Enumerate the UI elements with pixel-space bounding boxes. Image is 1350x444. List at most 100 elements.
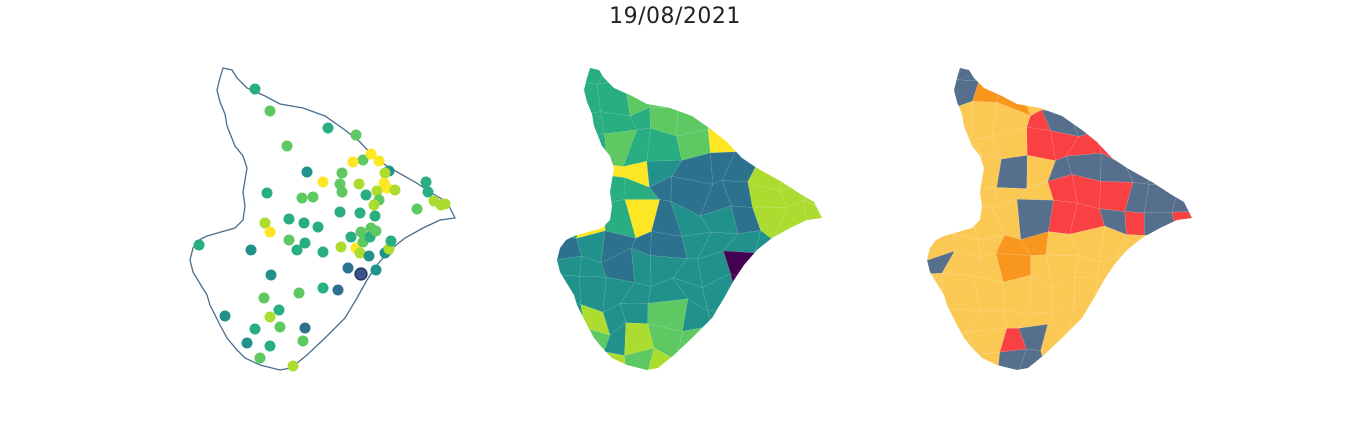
station-point: [365, 148, 377, 160]
station-point: [249, 323, 261, 335]
municipality-area: [773, 77, 811, 115]
station-point: [245, 244, 257, 256]
municipality-area: [1124, 211, 1145, 236]
station-point: [259, 217, 271, 229]
municipality-area: [1176, 68, 1192, 89]
station-point: [293, 287, 305, 299]
municipality-area: [927, 272, 943, 312]
choropleth-map-svg: [557, 68, 822, 370]
municipality-area: [1095, 116, 1129, 140]
state-outline: [189, 67, 456, 371]
municipality-area: [1175, 104, 1192, 141]
station-point: [299, 322, 311, 334]
municipality-area: [975, 351, 1001, 370]
municipality-area: [808, 77, 822, 117]
station-point: [420, 176, 432, 188]
municipality-area: [1171, 211, 1192, 234]
class-map: [922, 60, 1202, 380]
municipality-area: [1143, 348, 1174, 370]
municipality-area: [805, 300, 822, 332]
municipality-area: [801, 68, 822, 80]
municipality-area: [927, 327, 955, 361]
municipality-area: [749, 85, 779, 113]
municipality-area: [1019, 68, 1052, 88]
station-point: [332, 284, 344, 296]
municipality-area: [727, 82, 751, 113]
municipality-area: [805, 253, 822, 291]
municipality-area: [775, 300, 810, 336]
municipality-area: [1117, 255, 1159, 290]
station-point: [241, 337, 253, 349]
municipality-area: [1149, 303, 1184, 336]
station-point: [370, 225, 382, 237]
station-point: [193, 239, 205, 251]
station-point: [298, 217, 310, 229]
municipality-area: [1098, 81, 1131, 119]
municipality-area: [575, 133, 608, 165]
municipality-area: [748, 252, 790, 281]
station-point: [371, 185, 383, 197]
station-point: [422, 186, 434, 198]
municipality-area: [950, 185, 975, 214]
station-point: [219, 310, 231, 322]
station-point: [281, 140, 293, 152]
municipality-area: [568, 150, 608, 179]
choropleth-map: [552, 60, 832, 380]
municipality-area: [751, 125, 790, 159]
municipality-area: [1144, 77, 1178, 105]
municipality-area: [597, 77, 631, 117]
municipality-area: [778, 125, 815, 164]
municipality-area: [709, 79, 737, 108]
station-point: [261, 187, 273, 199]
station-point: [355, 226, 367, 238]
municipality-area: [1097, 255, 1130, 290]
municipality-area: [1101, 331, 1131, 350]
municipality-area: [771, 352, 814, 370]
municipality-area: [697, 68, 737, 84]
station-point: [274, 321, 286, 333]
municipality-area: [1044, 68, 1078, 90]
municipality-area: [1175, 284, 1192, 314]
municipality-area: [651, 68, 687, 82]
municipality-area: [748, 334, 783, 353]
municipality-area: [1171, 180, 1192, 213]
municipality-area: [809, 151, 822, 187]
municipality-area: [1093, 301, 1130, 337]
station-point: [291, 244, 303, 256]
municipality-area: [1168, 153, 1192, 188]
municipality-area: [601, 164, 626, 178]
municipality-area: [927, 132, 949, 164]
municipality-area: [730, 273, 752, 307]
municipality-area: [978, 68, 1001, 90]
municipality-area: [947, 100, 973, 141]
station-point: [322, 122, 334, 134]
municipality-area: [941, 354, 980, 370]
municipality-area: [1119, 68, 1159, 87]
municipality-area: [809, 325, 822, 363]
municipality-area: [748, 302, 783, 338]
station-point: [354, 247, 366, 259]
municipality-area: [775, 277, 807, 310]
municipality-area: [810, 114, 822, 140]
municipality-area: [675, 76, 712, 108]
station-point: [342, 262, 354, 274]
municipality-area: [1068, 334, 1106, 354]
station-point: [345, 231, 357, 243]
municipality-area: [1070, 68, 1108, 90]
station-point: [336, 186, 348, 198]
municipality-area: [557, 274, 582, 305]
municipality-area: [557, 77, 586, 119]
municipality-area: [943, 68, 982, 82]
municipality-area: [927, 205, 955, 235]
municipality-area: [992, 68, 1026, 89]
municipality-area: [1182, 255, 1192, 291]
municipality-area: [1143, 211, 1177, 236]
municipality-area: [675, 68, 712, 80]
station-point: [265, 269, 277, 281]
municipality-area: [773, 325, 814, 360]
class-fills: [927, 68, 1192, 370]
municipality-area: [557, 178, 585, 211]
municipality-area: [734, 134, 765, 153]
municipality-area: [927, 109, 949, 135]
municipality-area: [1144, 68, 1183, 87]
